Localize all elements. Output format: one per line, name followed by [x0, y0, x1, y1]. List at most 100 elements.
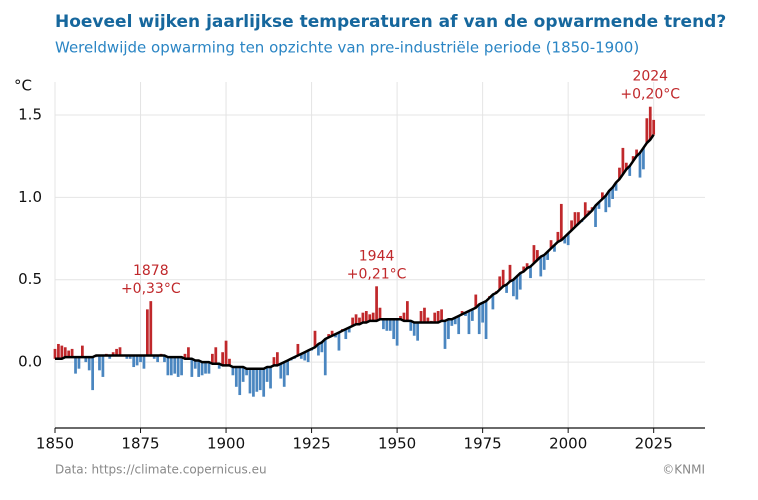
bar: [597, 202, 601, 209]
bar: [433, 312, 437, 323]
bar: [577, 212, 580, 224]
bar: [512, 279, 515, 297]
bar: [241, 367, 245, 382]
bar: [388, 319, 392, 331]
bar: [211, 353, 214, 364]
bar: [471, 309, 474, 321]
bar: [354, 314, 358, 325]
bar: [368, 314, 372, 321]
bar: [91, 357, 94, 391]
bar: [63, 347, 67, 358]
bar: [642, 147, 645, 170]
bar: [412, 322, 416, 336]
bar: [498, 276, 502, 290]
bar: [474, 294, 478, 308]
bar: [542, 255, 546, 270]
bar: [252, 368, 255, 397]
bar: [176, 357, 180, 377]
bar: [156, 355, 159, 363]
bar: [652, 119, 656, 135]
bar: [364, 311, 368, 323]
bar: [385, 319, 389, 331]
bar: [645, 118, 649, 143]
bar: [515, 276, 519, 300]
bar: [98, 355, 101, 371]
bar: [53, 348, 57, 359]
bar: [371, 312, 375, 321]
bar: [286, 360, 289, 376]
bar: [163, 355, 166, 363]
bar: [272, 357, 276, 366]
bar: [166, 357, 170, 376]
bar: [139, 355, 142, 363]
bar: [559, 203, 563, 241]
annotation: 2024: [632, 69, 668, 85]
bar: [306, 350, 310, 363]
bar: [299, 353, 303, 359]
y-tick-label: 0.0: [18, 353, 42, 371]
x-tick-label: 2000: [549, 435, 587, 453]
x-tick-label: 2025: [635, 435, 673, 453]
bar: [648, 106, 652, 140]
bar: [556, 231, 560, 242]
bar: [614, 182, 618, 191]
bar: [262, 368, 266, 397]
bar: [378, 307, 382, 320]
bar: [607, 190, 611, 208]
bar: [108, 355, 112, 359]
chart-title: Hoeveel wijken jaarlijkse temperaturen a…: [55, 12, 726, 32]
bar: [146, 309, 149, 356]
bar: [330, 330, 334, 336]
bar: [327, 334, 331, 338]
bar: [399, 315, 402, 320]
bar: [217, 363, 221, 369]
annotation: +0,33°C: [121, 281, 181, 297]
bar: [204, 362, 207, 374]
bar: [265, 367, 269, 382]
bar: [101, 355, 105, 377]
bar: [525, 263, 529, 269]
bar: [484, 301, 488, 340]
bar: [406, 301, 409, 321]
bar: [258, 368, 262, 391]
bar: [436, 311, 440, 323]
bar: [549, 240, 553, 249]
bar: [149, 301, 153, 356]
bar: [255, 368, 259, 392]
bar: [409, 320, 413, 331]
bar: [628, 166, 632, 176]
bar: [67, 350, 71, 358]
bar: [132, 355, 136, 368]
y-tick-label: 0.5: [18, 270, 42, 288]
bar: [457, 315, 461, 335]
bar: [200, 362, 204, 376]
bar: [193, 360, 197, 369]
bar: [453, 317, 457, 325]
annotation: 1878: [133, 263, 169, 279]
bar: [279, 363, 283, 379]
bar: [135, 355, 139, 366]
bar: [351, 317, 354, 326]
bar: [447, 319, 450, 340]
bar: [238, 367, 242, 396]
bar: [467, 311, 471, 335]
bar: [152, 355, 156, 359]
annotation: +0,20°C: [620, 87, 680, 103]
bar: [618, 167, 621, 180]
bar: [426, 317, 430, 323]
bar: [505, 284, 508, 293]
bar: [419, 311, 423, 323]
bar: [125, 355, 129, 359]
bar: [248, 368, 252, 394]
bar: [303, 352, 307, 361]
bar: [464, 312, 467, 316]
bar: [190, 358, 194, 377]
bar: [546, 251, 549, 260]
bar: [228, 358, 231, 366]
bar: [477, 304, 481, 335]
bar: [81, 345, 84, 358]
x-tick-label: 1975: [464, 435, 502, 453]
bar: [344, 329, 348, 340]
bar: [583, 202, 587, 218]
